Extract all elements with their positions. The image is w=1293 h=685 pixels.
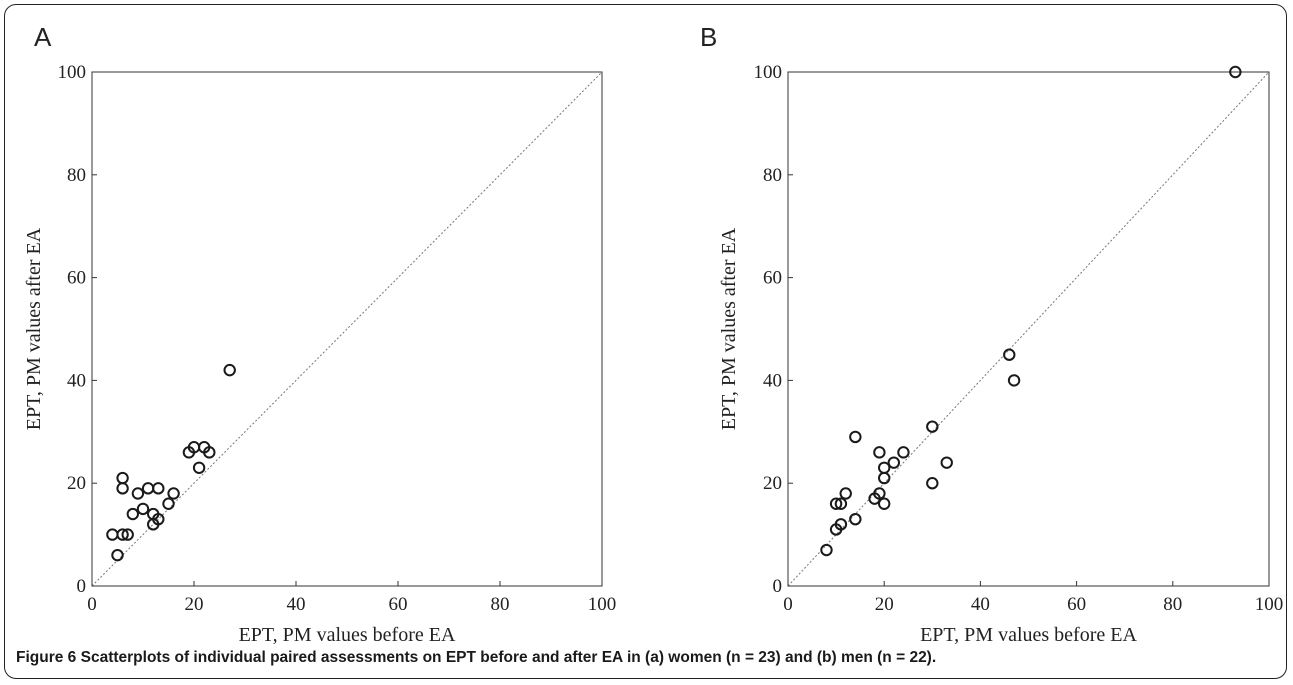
panel-b-data-point [829, 523, 843, 536]
panel-a-data-point [136, 502, 150, 516]
panel-b-y-tick-label: 60 [763, 268, 782, 289]
panel-a-x-tick-label: 40 [287, 594, 306, 615]
panel-a-data-point [116, 482, 129, 495]
figure-caption: Figure 6 Scatterplots of individual pair… [16, 649, 1276, 667]
panel-b-y-tick-label: 40 [763, 370, 782, 391]
panel-a-data-point [152, 482, 165, 495]
panel-a-data-point [126, 507, 140, 521]
caption-label: Figure 6 [16, 649, 77, 666]
panel-a-identity-line [91, 71, 603, 587]
panel-b-x-tick-label: 60 [1067, 594, 1086, 615]
panel-a-data-point [121, 528, 134, 541]
panel-b-label: B [700, 22, 717, 52]
panel-a-data-point [203, 446, 216, 459]
panel-b-data-point [829, 497, 843, 510]
panel-a-data-point [141, 482, 155, 495]
panel-b-y-tick-label: 100 [754, 62, 783, 83]
panel-b-y-tick-label: 80 [763, 165, 782, 186]
panel-a-x-tick-label: 80 [491, 594, 510, 615]
panel-a-data-point [162, 497, 175, 510]
panel-b-x-tick-label: 80 [1163, 594, 1182, 615]
panel-a-y-tick-label: 60 [67, 268, 86, 289]
panel-b-data-point [897, 446, 910, 459]
panel-a-y-axis-label: EPT, PM values after EA [23, 227, 45, 430]
panel-b-x-tick-label: 40 [971, 594, 990, 615]
panel-b-data-point [820, 543, 833, 557]
panel-b-data-point [1003, 348, 1016, 361]
panel-a-label: A [34, 22, 52, 52]
panel-a-x-tick-label: 20 [185, 594, 204, 615]
panel-b-x-tick-label: 100 [1255, 594, 1284, 615]
panel-a-y-tick-label: 20 [67, 473, 86, 494]
panel-a-data-point [152, 512, 165, 526]
panel-b-data-point [1229, 65, 1242, 79]
panel-b-identity-line [787, 71, 1270, 587]
panel-b-x-tick-label: 20 [875, 594, 894, 615]
panel-b-y-axis-label: EPT, PM values after EA [718, 227, 740, 430]
panel-a-y-tick-label: 0 [77, 576, 87, 597]
panel-a-data-point [111, 548, 124, 562]
panel-b-y-tick-label: 20 [763, 473, 782, 494]
panel-b-data-point [873, 446, 886, 459]
panel-b-data-point [878, 497, 891, 510]
panel-b-data-point [940, 456, 953, 469]
panel-b-y-tick-label: 0 [773, 576, 783, 597]
caption-text: Scatterplots of individual paired assess… [80, 649, 937, 666]
panel-a-y-tick-label: 40 [67, 370, 86, 391]
panel-a-y-tick-label: 80 [67, 165, 86, 186]
panel-b-data-point [878, 461, 891, 474]
panel-b-x-axis-label: EPT, PM values before EA [920, 624, 1137, 646]
panel-a-data-point [116, 471, 129, 485]
panel-a-x-tick-label: 0 [87, 594, 97, 615]
panel-a-x-axis-label: EPT, PM values before EA [239, 624, 456, 646]
panel-b-data-point [926, 420, 939, 433]
panel-b-data-point [926, 477, 939, 490]
panel-b-data-point [1007, 374, 1021, 387]
panel-b-x-tick-label: 0 [783, 594, 793, 615]
panel-a-data-point [167, 487, 180, 500]
panel-b-data-point [849, 430, 862, 444]
panel-b-plot-area [787, 71, 1270, 587]
panel-a-x-tick-label: 100 [588, 594, 617, 615]
figure-frame [4, 4, 1287, 679]
panel-a-data-point [223, 363, 236, 377]
panel-a-data-point [106, 528, 119, 541]
panel-b-data-point [878, 471, 891, 485]
panel-a-y-tick-label: 100 [58, 62, 87, 83]
panel-a-data-point [116, 528, 129, 541]
panel-a-data-point [131, 487, 145, 500]
panel-b-data-point [834, 497, 848, 510]
panel-b-data-point [887, 456, 901, 469]
panel-b-data-point [839, 487, 852, 500]
panel-a-x-tick-label: 60 [389, 594, 408, 615]
panel-b-data-point [873, 487, 886, 500]
panel-a-data-point [192, 461, 206, 474]
panel-b-data-point [849, 512, 862, 526]
panel-a-plot-area [91, 71, 603, 587]
